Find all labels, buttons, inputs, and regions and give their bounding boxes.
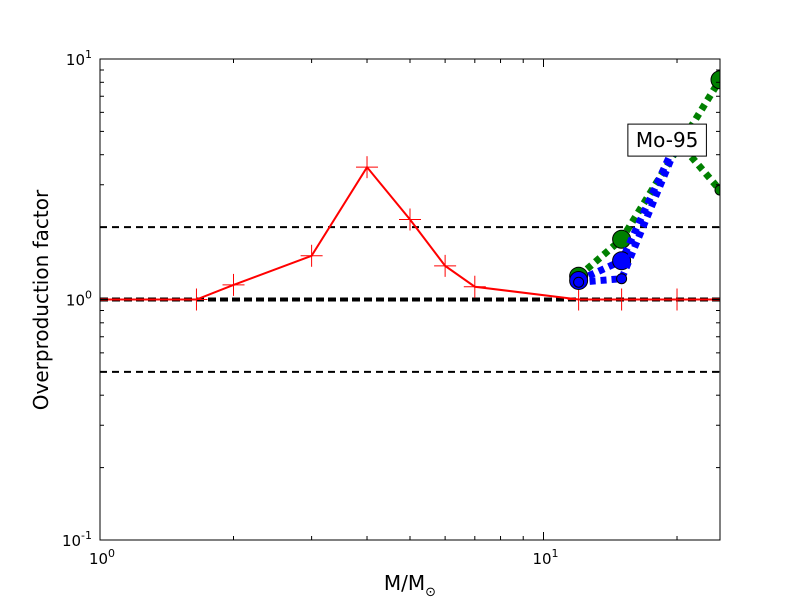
series-4-point-0 [573,276,585,288]
annotation-label: Mo-95 [636,128,699,152]
series-0-point-5 [399,208,421,231]
series-0-point-8 [567,288,590,311]
x-tick-label-1: 101 [532,547,558,568]
series-0-point-7 [463,275,486,298]
series-0-point-3 [300,244,323,267]
y-tick-label-2: 101 [66,48,92,69]
series-2-point-1 [714,184,720,196]
annotation-0: Mo-95 [627,123,707,157]
series-0-point-2 [222,273,245,296]
series-0-point-4 [356,156,379,179]
series-0-point-9 [610,288,633,311]
x-axis-label-sub: ⊙ [425,585,436,600]
series-4-line [578,143,681,286]
x-axis-label: M/M⊙ [384,571,436,600]
x-axis-label-main: M/M [384,571,425,595]
annotation-box [627,123,707,157]
y-tick-label-0: 10-1 [62,529,92,550]
series-0-point-6 [434,254,457,277]
series-1-point-2 [710,70,720,90]
series-0-point-10 [666,288,689,311]
y-tick-label-1: 100 [66,289,92,310]
y-axis-label: Overproduction factor [29,189,53,410]
x-tick-label-0: 100 [89,547,115,568]
series-0-point-1 [185,288,208,311]
series-4-point-1 [616,273,628,285]
